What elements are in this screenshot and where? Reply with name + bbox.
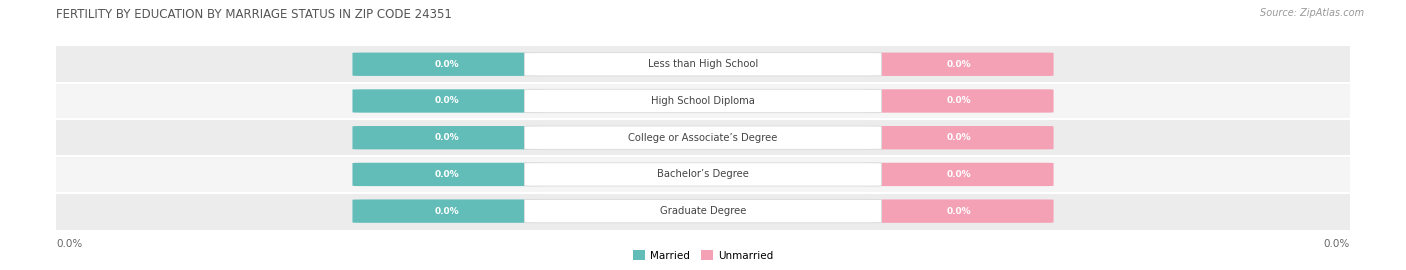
Text: 0.0%: 0.0% (434, 207, 460, 216)
Bar (56, 46, 1350, 83)
Text: Bachelor’s Degree: Bachelor’s Degree (657, 169, 749, 180)
Text: 0.0%: 0.0% (946, 60, 972, 69)
Bar (56, 83, 1350, 119)
Text: 0.0%: 0.0% (946, 170, 972, 179)
Text: High School Diploma: High School Diploma (651, 96, 755, 106)
FancyBboxPatch shape (865, 126, 1053, 149)
Bar (56, 193, 1350, 230)
FancyBboxPatch shape (865, 89, 1053, 113)
Text: 0.0%: 0.0% (56, 239, 83, 249)
Text: 0.0%: 0.0% (946, 96, 972, 106)
Text: FERTILITY BY EDUCATION BY MARRIAGE STATUS IN ZIP CODE 24351: FERTILITY BY EDUCATION BY MARRIAGE STATU… (56, 8, 453, 21)
Text: 0.0%: 0.0% (1323, 239, 1350, 249)
Text: 0.0%: 0.0% (434, 170, 460, 179)
Legend: Married, Unmarried: Married, Unmarried (628, 246, 778, 265)
Text: Graduate Degree: Graduate Degree (659, 206, 747, 216)
Text: 0.0%: 0.0% (434, 60, 460, 69)
FancyBboxPatch shape (524, 163, 882, 186)
FancyBboxPatch shape (353, 53, 541, 76)
Bar (56, 156, 1350, 193)
FancyBboxPatch shape (865, 53, 1053, 76)
FancyBboxPatch shape (524, 89, 882, 113)
FancyBboxPatch shape (353, 163, 541, 186)
FancyBboxPatch shape (524, 53, 882, 76)
FancyBboxPatch shape (353, 200, 541, 223)
Text: Source: ZipAtlas.com: Source: ZipAtlas.com (1260, 8, 1364, 18)
FancyBboxPatch shape (524, 126, 882, 149)
Text: Less than High School: Less than High School (648, 59, 758, 69)
Text: 0.0%: 0.0% (434, 133, 460, 142)
Bar (56, 119, 1350, 156)
FancyBboxPatch shape (865, 163, 1053, 186)
FancyBboxPatch shape (865, 200, 1053, 223)
FancyBboxPatch shape (524, 200, 882, 223)
FancyBboxPatch shape (353, 126, 541, 149)
Text: 0.0%: 0.0% (434, 96, 460, 106)
Text: 0.0%: 0.0% (946, 207, 972, 216)
Text: College or Associate’s Degree: College or Associate’s Degree (628, 133, 778, 143)
Text: 0.0%: 0.0% (946, 133, 972, 142)
FancyBboxPatch shape (353, 89, 541, 113)
